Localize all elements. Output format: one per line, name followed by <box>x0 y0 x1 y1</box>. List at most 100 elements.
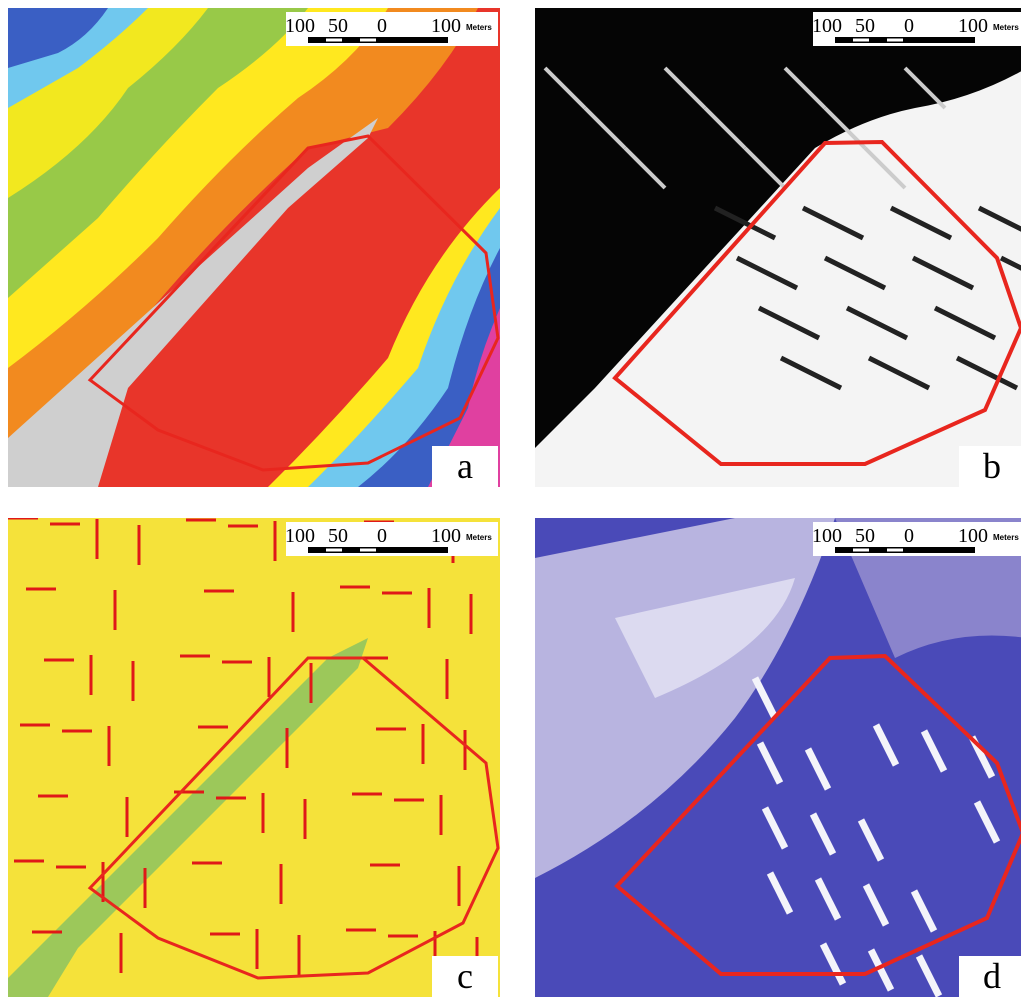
patch <box>915 954 943 997</box>
scale-segment <box>887 38 903 42</box>
shadow-streak <box>867 355 931 391</box>
map-panel: 100 50 0 100 Meters b <box>535 8 1021 487</box>
scale-tick-label: 100 <box>285 15 315 37</box>
map-panel: 100 50 0 100 Meters d <box>535 518 1021 997</box>
lit-streak <box>663 66 707 110</box>
shadow-streak <box>779 355 843 391</box>
patch <box>867 948 895 992</box>
valley <box>8 638 368 997</box>
patch <box>862 883 890 927</box>
shadow-streak <box>801 205 865 241</box>
patch <box>814 877 842 921</box>
scale-tick-label: 0 <box>377 15 387 37</box>
lit-streak <box>703 106 747 150</box>
lit-streak <box>623 146 667 190</box>
map-raster <box>8 518 500 997</box>
panel-label: c <box>457 956 473 996</box>
panel-label: a <box>457 446 473 486</box>
light-slope <box>615 578 795 698</box>
scale-segment <box>360 548 376 552</box>
shadow-streak <box>757 305 821 341</box>
scale-segment <box>887 548 903 552</box>
patch <box>756 741 784 785</box>
scale-bar: 100 50 0 100 Meters <box>285 12 498 46</box>
patch <box>872 723 900 767</box>
scale-tick-label: 50 <box>328 525 348 547</box>
map-panel: 100 50 0 100 Meters c <box>8 518 500 997</box>
scale-segment <box>853 38 869 42</box>
panel-label-bg <box>432 446 498 487</box>
scale-segment <box>308 37 448 43</box>
scale-unit: Meters <box>466 23 492 32</box>
scale-tick-label: 50 <box>855 525 875 547</box>
shadow-streak <box>845 305 909 341</box>
scale-tick-label: 100 <box>431 15 461 37</box>
scale-segment <box>853 548 869 552</box>
scale-bar: 100 50 0 100 Meters <box>812 12 1021 46</box>
panel-label: d <box>983 956 1001 996</box>
scale-segment <box>326 38 342 42</box>
lit-streak <box>743 146 787 190</box>
shadow-streak <box>911 255 975 291</box>
scale-tick-label: 100 <box>812 15 842 37</box>
band <box>428 308 500 487</box>
boundary-outline <box>87 134 500 472</box>
patch <box>857 818 885 862</box>
panel-label-bg <box>959 956 1021 997</box>
scale-segment <box>326 548 342 552</box>
scale-segment <box>308 547 448 553</box>
lit-streak <box>863 146 907 190</box>
patch <box>751 676 779 720</box>
scale-tick-label: 100 <box>958 15 988 37</box>
scale-tick-label: 50 <box>328 15 348 37</box>
lit-streak <box>543 66 587 110</box>
shadow-streak <box>823 255 887 291</box>
patch <box>910 889 938 933</box>
valley <box>8 118 378 487</box>
map-panel: 100 50 0 100 Meters a <box>8 8 500 487</box>
map-raster <box>535 8 1021 487</box>
lit-streak <box>583 106 627 150</box>
shadow-streak <box>933 305 997 341</box>
shadow-streak <box>713 205 777 241</box>
patch <box>973 800 1001 844</box>
shadow-streak <box>999 255 1021 271</box>
shadow-streak <box>977 205 1021 232</box>
band <box>8 8 108 68</box>
boundary-outline <box>87 656 500 980</box>
scale-unit: Meters <box>466 533 492 542</box>
lit-streak <box>903 66 947 110</box>
scale-segment <box>835 547 975 553</box>
panel-label-bg <box>432 956 498 997</box>
map-raster <box>535 518 1021 997</box>
patch <box>766 871 794 915</box>
panel-label: b <box>983 446 1001 486</box>
scale-tick-label: 0 <box>377 525 387 547</box>
boundary-outline <box>614 653 1021 976</box>
boundary-outline <box>612 139 1021 466</box>
shadow-streak <box>889 205 953 241</box>
patch <box>920 729 948 773</box>
shadow-streak <box>735 255 799 291</box>
panel-label-bg <box>959 446 1021 487</box>
lit-streak <box>783 66 827 110</box>
scale-tick-label: 0 <box>904 15 914 37</box>
scale-unit: Meters <box>993 23 1019 32</box>
scale-segment <box>360 38 376 42</box>
patch <box>804 747 832 791</box>
scale-bar: 100 50 0 100 Meters <box>812 522 1021 556</box>
map-raster <box>8 8 500 487</box>
scale-segment <box>835 37 975 43</box>
patch <box>809 812 837 856</box>
scale-tick-label: 100 <box>285 525 315 547</box>
scale-bar: 100 50 0 100 Meters <box>285 522 498 556</box>
scale-tick-label: 0 <box>904 525 914 547</box>
scale-tick-label: 100 <box>431 525 461 547</box>
patch <box>761 806 789 850</box>
scale-unit: Meters <box>993 533 1019 542</box>
shadow-streak <box>955 355 1019 391</box>
scale-tick-label: 100 <box>812 525 842 547</box>
patch <box>819 942 847 986</box>
scale-tick-label: 50 <box>855 15 875 37</box>
